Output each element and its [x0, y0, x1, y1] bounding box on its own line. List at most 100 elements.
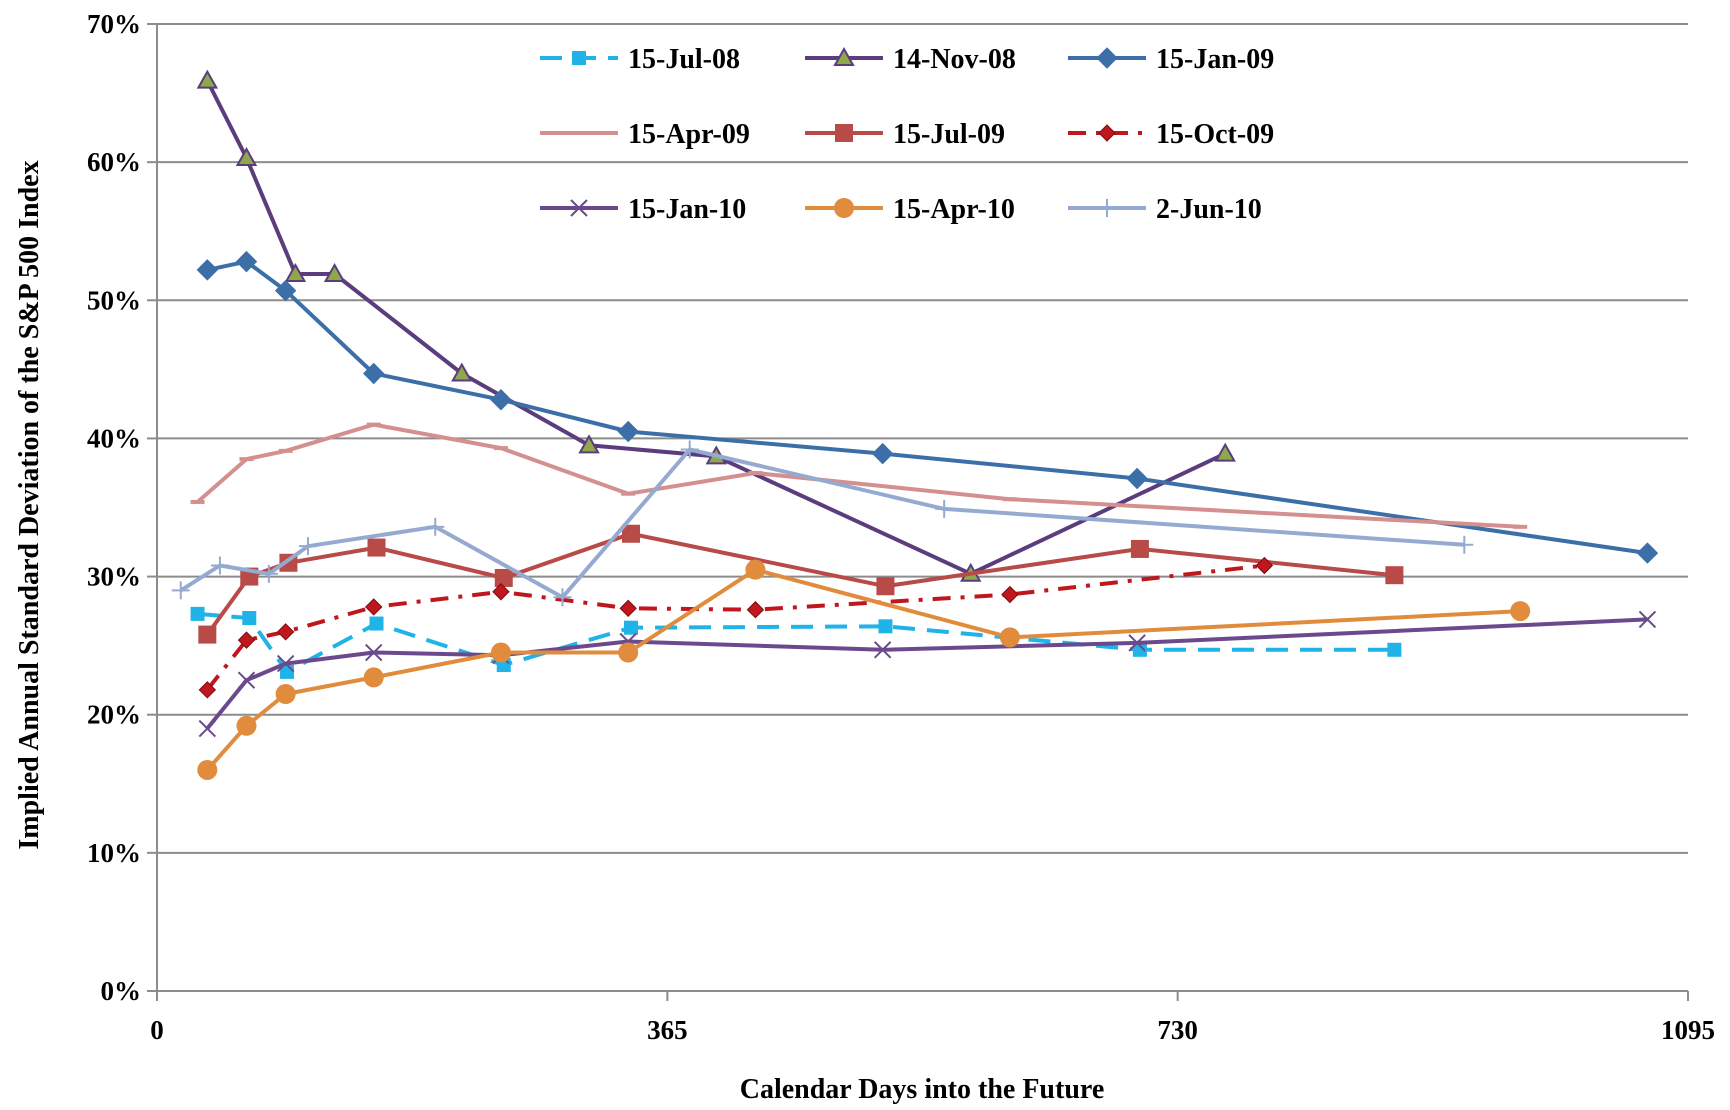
- y-tick-label: 30%: [87, 562, 141, 592]
- legend-marker: [834, 198, 854, 218]
- data-point-15-jan-09: [274, 279, 297, 302]
- data-point-15-jan-10: [237, 671, 256, 689]
- data-point-2-jun-10: [171, 581, 190, 600]
- data-point-15-apr-10: [275, 683, 296, 704]
- x-tick-label: 0: [150, 1015, 164, 1045]
- data-point-14-nov-08: [1214, 442, 1236, 462]
- data-point-14-nov-08: [235, 146, 258, 166]
- tick-labels: 0% 10% 20% 30% 40% 50% 60% 70% 0 365 730 1095: [87, 9, 1715, 1045]
- legend-label: 2-Jun-10: [1156, 194, 1262, 225]
- data-point-15-jan-09: [363, 362, 385, 385]
- data-point-15-oct-09: [619, 599, 637, 618]
- data-point-15-oct-09: [276, 623, 295, 641]
- data-point-14-nov-08: [196, 69, 219, 89]
- data-point-15-jan-09: [235, 250, 258, 273]
- data-point-14-nov-08: [578, 434, 600, 454]
- series-line-15-jan-09: [206, 259, 1648, 556]
- data-point-15-jul-08: [369, 616, 384, 631]
- series-line-15-apr-09: [196, 422, 1521, 529]
- legend-marker: [1098, 199, 1116, 217]
- data-point-2-jun-10: [553, 588, 572, 607]
- data-point-15-jan-10: [198, 719, 217, 738]
- legend-label: 15-Jan-09: [1156, 44, 1274, 75]
- data-point-14-nov-08: [284, 262, 307, 283]
- data-point-15-jan-10: [1128, 634, 1146, 652]
- data-point-15-oct-09: [1001, 585, 1019, 604]
- gridlines: [157, 23, 1688, 854]
- legend-item-15-jan-10: 15-Jan-10: [540, 194, 746, 225]
- legend-item-15-jul-09: 15-Jul-09: [805, 119, 1005, 150]
- data-point-15-oct-09: [365, 598, 383, 616]
- legend-marker: [570, 199, 588, 217]
- legend-label: 15-Jul-08: [628, 44, 740, 75]
- data-point-2-jun-10: [1455, 535, 1474, 554]
- data-point-15-oct-09: [746, 601, 765, 619]
- data-point-15-apr-10: [745, 559, 766, 580]
- legend-marker: [1098, 124, 1116, 142]
- series-line-15-apr-10: [205, 567, 1521, 772]
- legend-item-15-apr-09: 15-Apr-09: [540, 119, 750, 150]
- series-15-jan-09: [196, 250, 1659, 564]
- legend-item-15-apr-10: 15-Apr-10: [805, 194, 1015, 225]
- axes: [147, 23, 1689, 1001]
- data-point-2-jun-10: [259, 564, 278, 583]
- legend: 15-Jul-08 14-Nov-08 15-Jan-09 15-Apr-09 15-J…: [540, 44, 1274, 225]
- data-point-15-jan-09: [1636, 542, 1659, 564]
- series-15-apr-09: [190, 422, 1528, 529]
- data-point-2-jun-10: [426, 517, 445, 536]
- series-2-jun-10: [171, 440, 1474, 607]
- data-point-15-jan-09: [617, 420, 639, 443]
- x-tick-label: 730: [1157, 1015, 1198, 1045]
- data-point-15-jul-08: [242, 611, 257, 626]
- data-point-15-jul-08: [190, 606, 205, 621]
- series-15-oct-09: [198, 556, 1274, 699]
- y-tick-label: 60%: [87, 147, 141, 177]
- data-point-15-jul-08: [878, 619, 893, 634]
- data-point-2-jun-10: [680, 440, 699, 459]
- data-point-15-apr-10: [236, 715, 257, 736]
- data-point-15-jan-09: [196, 259, 219, 281]
- legend-label: 15-Oct-09: [1156, 119, 1274, 150]
- data-point-15-jul-09: [198, 625, 217, 644]
- data-point-15-jul-08: [1387, 642, 1402, 657]
- data-point-15-jan-10: [873, 641, 892, 659]
- data-point-15-jul-09: [494, 568, 513, 587]
- legend-item-15-jan-09: 15-Jan-09: [1068, 44, 1274, 75]
- data-point-15-apr-10: [618, 642, 639, 663]
- data-point-15-apr-10: [999, 627, 1020, 648]
- data-point-15-jan-09: [1126, 467, 1148, 490]
- legend-label: 15-Jan-10: [628, 194, 746, 225]
- legend-item-15-oct-09: 15-Oct-09: [1068, 119, 1274, 150]
- data-point-15-jul-09: [621, 524, 640, 543]
- data-point-15-jan-09: [871, 442, 894, 465]
- x-axis-title: Calendar Days into the Future: [740, 1074, 1105, 1105]
- data-point-15-jul-09: [1130, 539, 1149, 558]
- data-point-15-jan-10: [365, 643, 383, 662]
- series-line-15-jan-10: [205, 617, 1648, 730]
- data-point-15-jan-10: [276, 654, 295, 673]
- data-point-15-apr-10: [490, 642, 511, 663]
- data-point-15-jul-09: [367, 538, 386, 557]
- y-tick-label: 70%: [87, 9, 141, 39]
- data-point-15-jul-08: [1132, 642, 1147, 657]
- data-point-2-jun-10: [935, 499, 954, 518]
- y-axis-title: Implied Annual Standard Deviation of the…: [14, 160, 45, 849]
- legend-marker: [1096, 47, 1118, 69]
- data-point-15-jan-10: [1638, 610, 1657, 629]
- y-tick-label: 0%: [101, 976, 142, 1006]
- legend-label: 14-Nov-08: [893, 44, 1016, 75]
- data-point-15-oct-09: [237, 631, 256, 649]
- legend-marker: [572, 51, 586, 65]
- y-tick-label: 50%: [87, 285, 141, 315]
- legend-item-2-jun-10: 2-Jun-10: [1068, 194, 1262, 225]
- data-point-15-oct-09: [1255, 556, 1274, 575]
- data-point-15-apr-10: [1510, 601, 1531, 622]
- legend-label: 15-Jul-09: [893, 119, 1005, 150]
- y-tick-label: 20%: [87, 700, 141, 730]
- data-point-2-jun-10: [299, 537, 318, 556]
- data-point-15-apr-10: [363, 667, 384, 688]
- legend-label: 15-Apr-09: [628, 119, 750, 150]
- legend-label: 15-Apr-10: [893, 194, 1015, 225]
- x-tick-label: 1095: [1661, 1015, 1715, 1045]
